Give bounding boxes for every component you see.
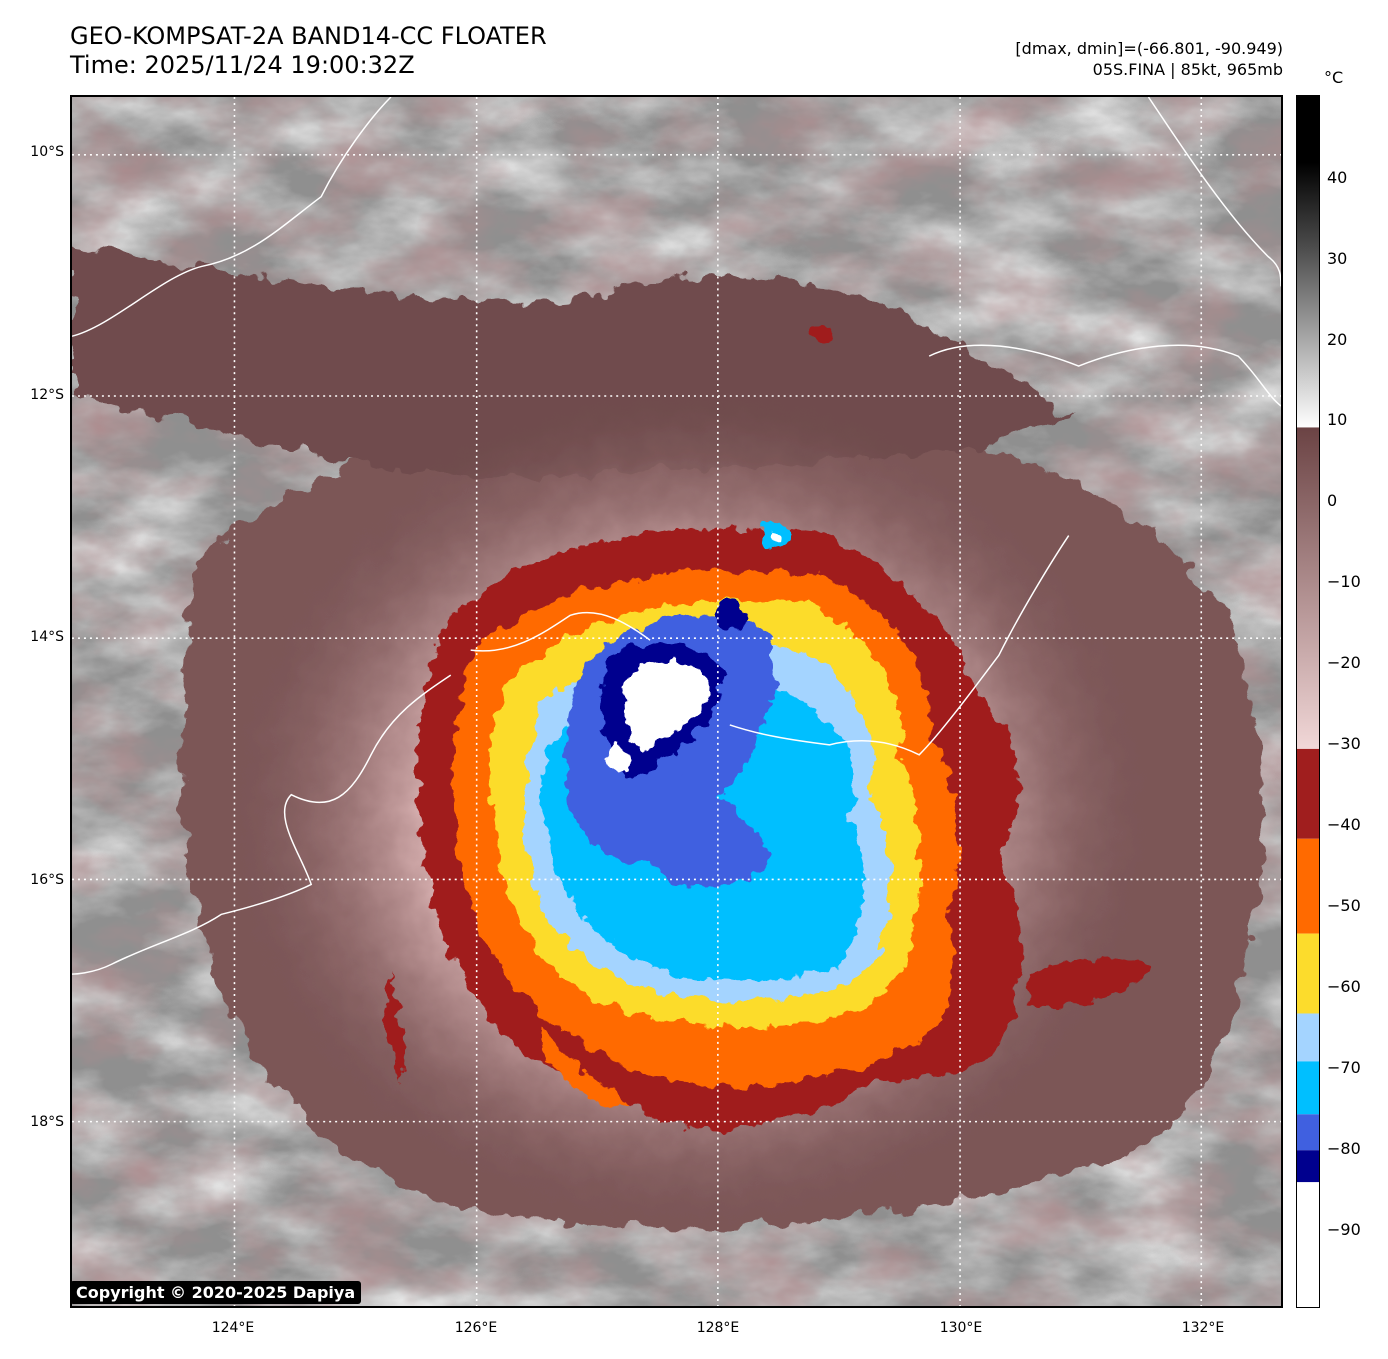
lat-label-14s: 14°S (30, 629, 64, 645)
cb-tick-30: 30 (1327, 249, 1348, 268)
cb-band-lightblue (1297, 1013, 1319, 1062)
title-line-1: GEO-KOMPSAT-2A BAND14-CC FLOATER (70, 22, 547, 50)
lon-label-124e: 124°E (211, 1320, 255, 1336)
info-text: [dmax, dmin]=(-66.801, -90.949) 05S.FINA… (1015, 38, 1283, 80)
copyright-badge: Copyright © 2020-2025 Dapiya (70, 1281, 362, 1304)
cb-tick-0: 0 (1327, 491, 1338, 510)
cb-band-navy (1297, 1150, 1319, 1183)
storm-label: 05S.FINA | 85kt, 965mb (1092, 60, 1283, 79)
cb-band-grey (1297, 96, 1319, 428)
lat-label-16s: 16°S (30, 872, 64, 888)
cb-band-orange (1297, 838, 1319, 934)
cb-tick-10: 10 (1327, 410, 1348, 429)
cb-tick-m60: −60 (1327, 977, 1361, 996)
cb-tick-m20: −20 (1327, 653, 1361, 672)
cb-tick-m40: −40 (1327, 815, 1361, 834)
cb-band-yellow (1297, 933, 1319, 1014)
cb-tick-20: 20 (1327, 330, 1348, 349)
cb-band-cyan (1297, 1061, 1319, 1115)
colorbar (1296, 95, 1320, 1308)
graticule (72, 97, 1281, 1306)
figure-title: GEO-KOMPSAT-2A BAND14-CC FLOATER Time: 2… (70, 22, 547, 80)
cb-tick-m50: −50 (1327, 896, 1361, 915)
lat-label-12s: 12°S (30, 387, 64, 403)
cb-tick-m30: −30 (1327, 734, 1361, 753)
cb-tick-40: 40 (1327, 168, 1348, 187)
lat-label-10s: 10°S (30, 144, 64, 160)
outer-bands (384, 324, 1149, 1107)
colorbar-gradient (1297, 96, 1319, 1307)
cb-band-white (1297, 1182, 1319, 1307)
satellite-map (70, 95, 1283, 1308)
lat-label-18s: 18°S (30, 1114, 64, 1130)
cb-band-darkred (1297, 748, 1319, 839)
title-line-2: Time: 2025/11/24 19:00:32Z (70, 51, 415, 79)
lon-label-128e: 128°E (696, 1320, 740, 1336)
lon-label-130e: 130°E (939, 1320, 983, 1336)
convective-core (417, 521, 1022, 1130)
dminmax-label: [dmax, dmin]=(-66.801, -90.949) (1015, 39, 1283, 58)
coastlines (72, 97, 1281, 975)
lon-label-132e: 132°E (1181, 1320, 1225, 1336)
cb-tick-m80: −80 (1327, 1139, 1361, 1158)
satellite-image (72, 97, 1281, 1306)
colorbar-unit: °C (1324, 68, 1344, 87)
cb-tick-m70: −70 (1327, 1058, 1361, 1077)
cb-band-royalblue (1297, 1114, 1319, 1151)
cb-tick-m90: −90 (1327, 1220, 1361, 1239)
lon-label-126e: 126°E (454, 1320, 498, 1336)
cb-tick-m10: −10 (1327, 572, 1361, 591)
cb-band-brown (1297, 427, 1319, 749)
